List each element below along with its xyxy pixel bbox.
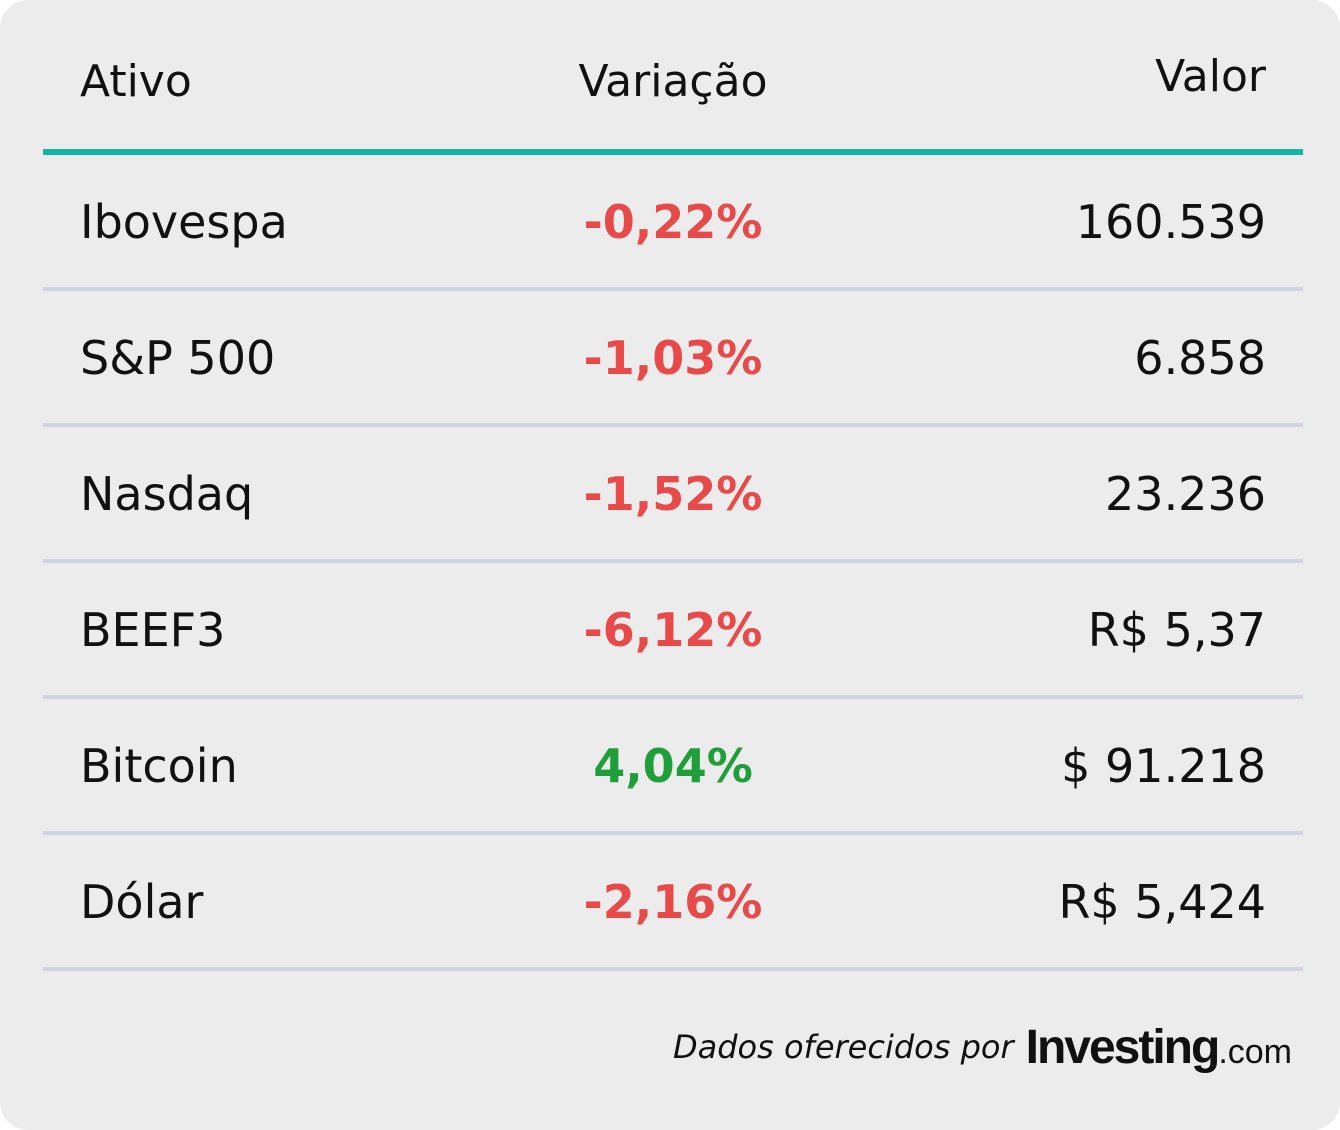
asset-change: -1,52% bbox=[583, 467, 763, 521]
row-divider bbox=[43, 287, 1303, 291]
data-attribution: Dados oferecidos por Investing .com bbox=[672, 1020, 1292, 1075]
asset-name: S&P 500 bbox=[80, 331, 276, 385]
asset-value: 23.236 bbox=[1105, 467, 1266, 521]
row-divider bbox=[43, 831, 1303, 835]
table-row: Bitcoin 4,04% $ 91.218 bbox=[43, 699, 1303, 835]
quotes-table: Ativo Variação Valor bbox=[43, 0, 1303, 152]
asset-name: Ibovespa bbox=[80, 195, 288, 249]
asset-value: 6.858 bbox=[1134, 331, 1266, 385]
asset-value: $ 91.218 bbox=[1061, 739, 1266, 793]
asset-value: R$ 5,37 bbox=[1087, 603, 1266, 657]
asset-change: -1,03% bbox=[583, 331, 763, 385]
row-divider bbox=[43, 695, 1303, 699]
asset-name: BEEF3 bbox=[80, 603, 226, 657]
header-change: Variação bbox=[578, 56, 768, 107]
row-divider bbox=[43, 967, 1303, 971]
table-row: BEEF3 -6,12% R$ 5,37 bbox=[43, 563, 1303, 699]
table-header: Ativo Variação Valor bbox=[43, 0, 1303, 152]
investing-logo[interactable]: Investing .com bbox=[1026, 1020, 1292, 1075]
table-row: S&P 500 -1,03% 6.858 bbox=[43, 291, 1303, 427]
logo-brand: Investing bbox=[1025, 1020, 1221, 1074]
asset-change: 4,04% bbox=[593, 739, 753, 793]
asset-change: -6,12% bbox=[583, 603, 763, 657]
asset-change: -2,16% bbox=[583, 875, 763, 929]
asset-name: Bitcoin bbox=[80, 739, 238, 793]
table-body: Ibovespa -0,22% 160.539 S&P 500 -1,03% 6… bbox=[43, 155, 1303, 971]
asset-name: Nasdaq bbox=[80, 467, 254, 521]
asset-change: -0,22% bbox=[583, 195, 763, 249]
attribution-text: Dados oferecidos por bbox=[672, 1028, 1014, 1066]
table-row: Dólar -2,16% R$ 5,424 bbox=[43, 835, 1303, 971]
asset-value: R$ 5,424 bbox=[1058, 875, 1266, 929]
asset-name: Dólar bbox=[80, 875, 204, 929]
header-value: Valor bbox=[1155, 51, 1266, 102]
row-divider bbox=[43, 559, 1303, 563]
logo-tld: .com bbox=[1218, 1032, 1292, 1071]
table-row: Nasdaq -1,52% 23.236 bbox=[43, 427, 1303, 563]
asset-value: 160.539 bbox=[1075, 195, 1266, 249]
row-divider bbox=[43, 423, 1303, 427]
header-asset: Ativo bbox=[80, 56, 192, 107]
header-divider bbox=[43, 149, 1303, 155]
table-row: Ibovespa -0,22% 160.539 bbox=[43, 155, 1303, 291]
